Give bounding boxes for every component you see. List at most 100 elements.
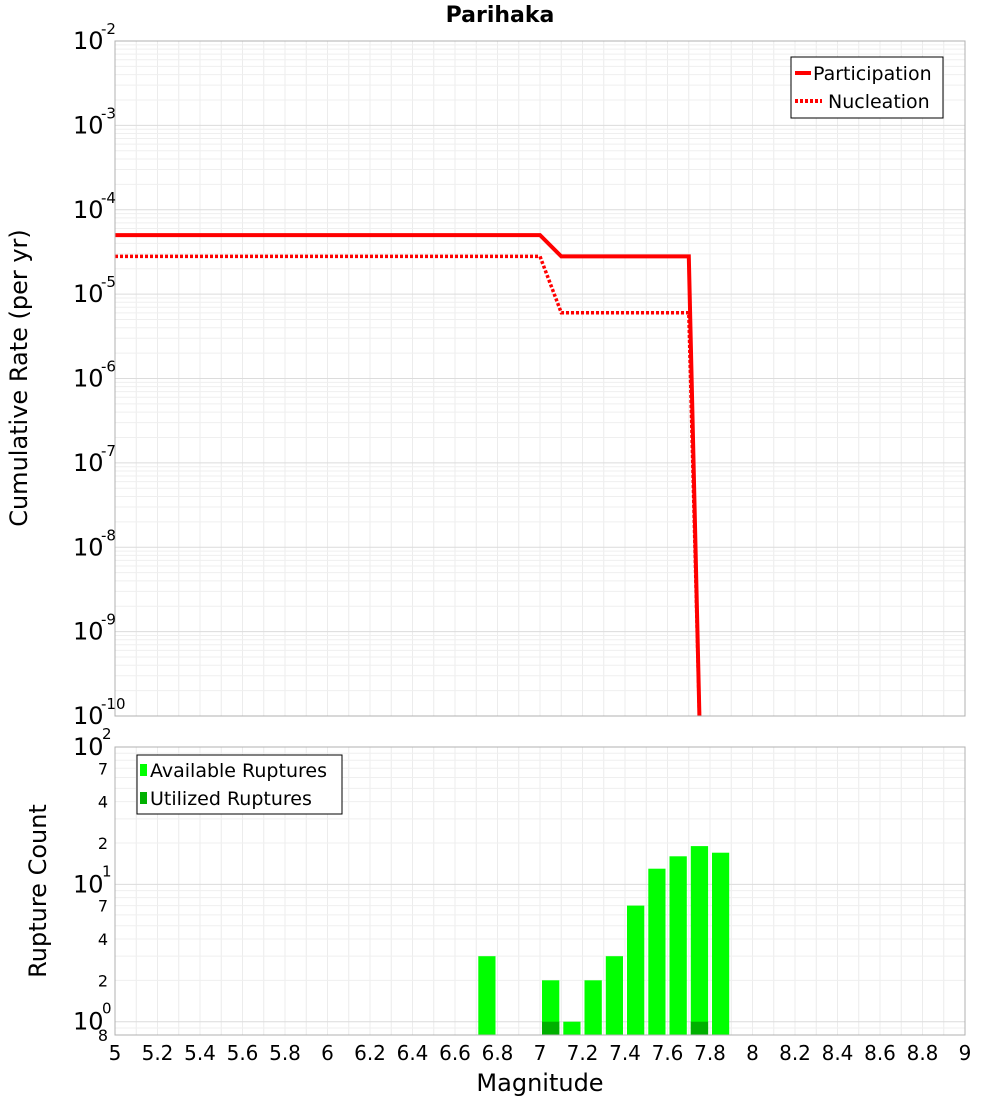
- top-y-axis-label: Cumulative Rate (per yr): [5, 229, 33, 527]
- bottom-y-tick-base: 10: [73, 1008, 104, 1036]
- bottom-y-tick-base: 10: [73, 733, 104, 761]
- utilized-ruptures-legend-label: Utilized Ruptures: [150, 788, 312, 810]
- top-y-tick: 10-3: [73, 104, 116, 139]
- participation-legend-label: Participation: [813, 63, 932, 85]
- bottom-y-tick-exponent: 1: [102, 862, 112, 880]
- x-tick-label: 7.8: [694, 1041, 726, 1065]
- top-y-tick-exponent: -3: [101, 104, 116, 122]
- bottom-y-tick: 2: [98, 834, 108, 853]
- top-y-tick-exponent: -9: [101, 611, 116, 629]
- x-tick-label: 8.8: [907, 1041, 939, 1065]
- top-y-tick-base: 10: [73, 449, 104, 477]
- x-axis-label: Magnitude: [476, 1069, 603, 1097]
- top-y-tick-exponent: -2: [101, 20, 116, 38]
- top-y-tick-base: 10: [73, 280, 104, 308]
- utilized-ruptures-bar: [542, 1021, 560, 1035]
- utilized-ruptures-legend-swatch: [140, 792, 147, 804]
- bottom-y-tick-minor: 4: [98, 793, 108, 812]
- utilized-ruptures-bar: [690, 1021, 709, 1035]
- available-ruptures-bar: [563, 1021, 581, 1035]
- bottom-bars: [478, 846, 730, 1035]
- top-y-tick-exponent: -10: [101, 695, 126, 713]
- bottom-y-tick-base: 10: [73, 870, 104, 898]
- x-tick-label: 5.8: [269, 1041, 301, 1065]
- available-ruptures-bar: [478, 956, 496, 1035]
- x-tick-label: 9: [959, 1041, 972, 1065]
- x-tick-labels: 5 5.2 5.4 5.6 5.8 6 6.2 6.4 6.6 6.8 7 7.2 7.4 7.6 7.8 8…: [109, 1041, 972, 1065]
- available-ruptures-bar: [542, 980, 560, 1035]
- top-y-tick: 10-7: [73, 442, 116, 477]
- available-ruptures-bar: [648, 868, 666, 1035]
- nucleation-legend-label: Nucleation: [828, 91, 930, 113]
- chart-title: Parihaka: [446, 3, 555, 28]
- x-tick-label: 6.2: [354, 1041, 386, 1065]
- x-tick-label: 8.2: [779, 1041, 811, 1065]
- top-y-tick-exponent: -5: [101, 273, 116, 291]
- bottom-y-tick: 4: [98, 930, 108, 949]
- top-y-tick-exponent: -4: [101, 189, 116, 207]
- top-y-tick-exponent: -6: [101, 358, 116, 376]
- top-y-tick-base: 10: [73, 196, 104, 224]
- bottom-y-tick-exponent: 0: [102, 1000, 112, 1018]
- available-ruptures-bar: [712, 852, 730, 1035]
- bottom-legend-box: [136, 754, 343, 815]
- available-ruptures-bar: [690, 846, 709, 1035]
- x-tick-label: 5: [109, 1041, 122, 1065]
- top-y-tick: 10-2: [73, 20, 116, 55]
- x-tick-label: 6.4: [397, 1041, 429, 1065]
- top-legend: Participation Nucleation: [790, 56, 944, 119]
- top-y-tick-base: 10: [73, 702, 104, 730]
- bottom-y-tick: 2: [98, 971, 108, 990]
- available-ruptures-bar: [605, 956, 623, 1035]
- bottom-y-tick-exponent: 2: [102, 725, 112, 743]
- top-y-tick-exponent: -8: [101, 526, 116, 544]
- bottom-legend: Available Ruptures Utilized Ruptures: [136, 754, 343, 815]
- x-tick-label: 5.4: [184, 1041, 216, 1065]
- top-y-tick: 10-5: [73, 273, 116, 308]
- bottom-y-tick: 102: [73, 725, 112, 761]
- nucleation-line: [115, 254, 702, 717]
- bottom-y-tick-minor: 7: [98, 759, 108, 778]
- bottom-y-tick: 101: [73, 862, 112, 898]
- bottom-y-tick-minor: 2: [98, 834, 108, 853]
- top-y-tick-base: 10: [73, 365, 104, 393]
- bottom-y-tick: 4: [98, 793, 108, 812]
- bottom-y-tick-minor: 2: [98, 971, 108, 990]
- top-series-lines: [115, 233, 702, 717]
- x-tick-label: 6.8: [482, 1041, 514, 1065]
- x-tick-label: 7.6: [652, 1041, 684, 1065]
- bottom-y-tick-minor: 8: [98, 1026, 108, 1045]
- bottom-y-tick: 7: [98, 759, 108, 778]
- x-tick-label: 7.2: [567, 1041, 599, 1065]
- x-tick-label: 8: [746, 1041, 759, 1065]
- available-ruptures-bar: [669, 856, 687, 1035]
- top-y-tick-base: 10: [73, 111, 104, 139]
- bottom-y-tick-minor: 4: [98, 930, 108, 949]
- x-tick-label: 6.6: [439, 1041, 471, 1065]
- available-ruptures-legend-label: Available Ruptures: [150, 760, 327, 782]
- top-legend-box: [790, 56, 944, 119]
- bottom-y-axis-label: Rupture Count: [24, 804, 52, 978]
- top-y-tick: 10-4: [73, 189, 116, 224]
- bottom-y-tick: 7: [98, 897, 108, 916]
- x-tick-label: 5.6: [227, 1041, 259, 1065]
- participation-line: [115, 233, 702, 717]
- available-ruptures-bar: [627, 905, 645, 1035]
- top-y-tick: 10-9: [73, 611, 116, 646]
- x-tick-label: 7: [534, 1041, 547, 1065]
- top-y-tick: 10-8: [73, 526, 116, 561]
- top-plot-frame: [114, 40, 966, 717]
- bottom-plot-frame: [114, 746, 966, 1036]
- top-gridlines: [114, 41, 966, 717]
- top-y-tick-base: 10: [73, 27, 104, 55]
- x-tick-label: 8.4: [822, 1041, 854, 1065]
- bottom-y-tick: 8: [98, 1026, 108, 1045]
- available-ruptures-bar: [584, 980, 602, 1035]
- x-tick-label: 7.4: [609, 1041, 641, 1065]
- top-y-tick: 10-6: [73, 358, 116, 393]
